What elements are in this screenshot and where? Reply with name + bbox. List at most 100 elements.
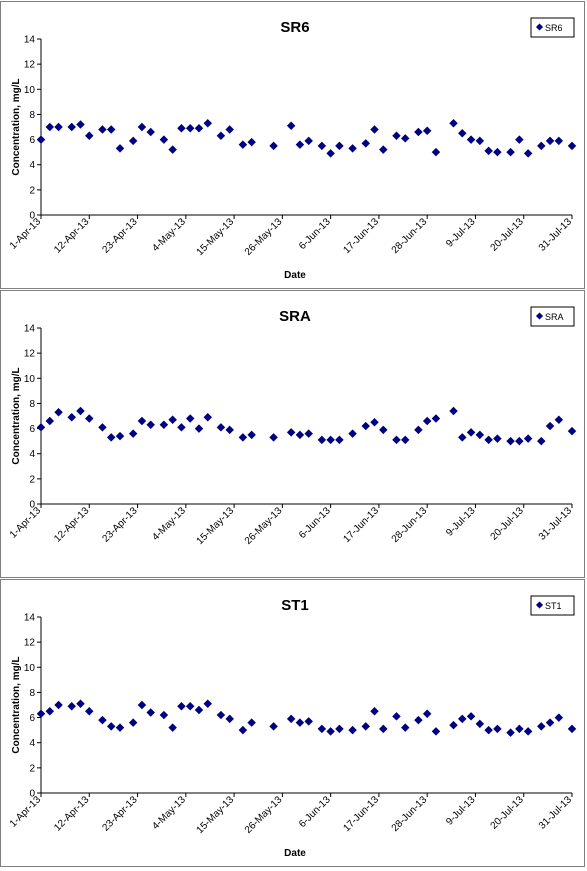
data-point [392, 712, 401, 721]
data-point [431, 727, 441, 736]
data-point [515, 436, 524, 446]
data-point [422, 709, 432, 719]
data-point [168, 415, 177, 425]
data-point [269, 141, 278, 151]
data-point [98, 423, 107, 432]
data-point [137, 122, 147, 132]
data-point [466, 712, 476, 721]
x-tick-label: 26-May-13 [243, 794, 285, 836]
data-point [269, 433, 278, 442]
data-point [203, 699, 213, 708]
x-axis-label: Date [284, 270, 306, 281]
data-point [414, 425, 423, 435]
data-point [370, 125, 379, 134]
legend-label: ST1 [545, 601, 562, 611]
data-point [400, 435, 410, 445]
x-tick-label: 20-Jul-13 [489, 505, 527, 543]
y-tick-label: 14 [24, 324, 36, 335]
data-point [128, 136, 138, 146]
y-tick-label: 2 [29, 185, 35, 196]
data-point [159, 135, 169, 144]
data-point [484, 146, 493, 156]
x-tick-label: 12-Apr-13 [52, 216, 92, 256]
legend-label: SRA [545, 312, 564, 322]
data-point [128, 718, 138, 727]
data-point [400, 134, 410, 143]
data-point [379, 425, 388, 435]
data-point [335, 141, 344, 151]
data-point [326, 149, 335, 158]
data-point [537, 722, 546, 731]
y-tick-label: 2 [29, 474, 35, 485]
x-axis-label: Date [284, 848, 306, 859]
data-point [506, 147, 515, 157]
data-point [326, 435, 335, 445]
data-point [304, 136, 313, 146]
data-point [85, 707, 94, 716]
data-point [537, 436, 546, 446]
data-point [348, 144, 357, 153]
x-tick-label: 1-Apr-13 [8, 505, 44, 541]
data-point [458, 433, 467, 442]
data-point [466, 135, 476, 144]
x-tick-label: 17-Jun-13 [341, 505, 381, 545]
y-tick-label: 12 [24, 60, 36, 71]
chart-panel-sra: SRA 0 2 4 6 8 10 12 14 1-Apr-13 12-Apr-13 23-Apr-13… [0, 290, 585, 578]
data-point [523, 149, 533, 158]
data-point [238, 433, 248, 442]
data-point [458, 714, 467, 724]
data-point [506, 436, 515, 446]
data-point [449, 406, 458, 416]
x-tick-label: 31-Jul-13 [537, 794, 575, 832]
chart-panel-sr6: SR6 0 2 4 6 8 10 12 14 1-Apr-13 12-Apr-13 23-Apr-13… [0, 1, 585, 289]
data-point [177, 124, 186, 133]
data-point [67, 413, 76, 422]
data-point [545, 421, 555, 431]
data-point [515, 724, 524, 734]
data-point [45, 416, 55, 426]
x-tick-label: 20-Jul-13 [489, 216, 527, 254]
data-point [348, 429, 357, 438]
data-point [554, 713, 564, 722]
data-point [225, 425, 234, 435]
data-point [449, 720, 458, 730]
data-point [295, 718, 305, 727]
x-tick-label: 26-May-13 [243, 216, 285, 258]
x-tick-label: 4-May-13 [150, 216, 188, 254]
x-tick-label: 28-Jun-13 [390, 505, 430, 545]
legend-marker [535, 601, 544, 609]
data-point [137, 700, 147, 710]
data-point [203, 413, 213, 422]
data-point [177, 423, 186, 432]
legend-marker [535, 23, 544, 31]
y-tick-label: 14 [24, 35, 36, 46]
data-point [247, 718, 256, 727]
data-point [567, 724, 577, 734]
x-tick-label: 6-Jun-13 [297, 794, 333, 830]
x-tick-label: 6-Jun-13 [297, 505, 333, 541]
legend: ST1 [530, 595, 575, 616]
chart-svg: ST1 0 2 4 6 8 10 12 14 1-Apr-13 12-Apr-13 23-Apr-13… [8, 595, 577, 859]
data-point [295, 140, 305, 149]
x-tick-label: 9-Jul-13 [444, 216, 478, 250]
data-point [159, 420, 169, 430]
x-tick-label: 28-Jun-13 [390, 794, 430, 834]
data-point [146, 127, 155, 137]
chart-title: SRA [279, 308, 311, 325]
legend-marker [535, 312, 544, 320]
data-point [106, 722, 116, 731]
data-point [185, 414, 195, 423]
data-point [379, 724, 388, 734]
data-point [493, 434, 502, 443]
data-point [484, 435, 493, 445]
x-tick-label: 23-Apr-13 [100, 216, 140, 256]
data-point [484, 725, 493, 735]
data-point [76, 406, 85, 416]
data-point [98, 125, 107, 134]
chart-panel-st1: ST1 0 2 4 6 8 10 12 14 1-Apr-13 12-Apr-13 23-Apr-13… [0, 579, 585, 867]
data-point [304, 717, 313, 726]
data-point [225, 125, 234, 134]
data-point [128, 429, 138, 438]
data-point [361, 722, 370, 731]
